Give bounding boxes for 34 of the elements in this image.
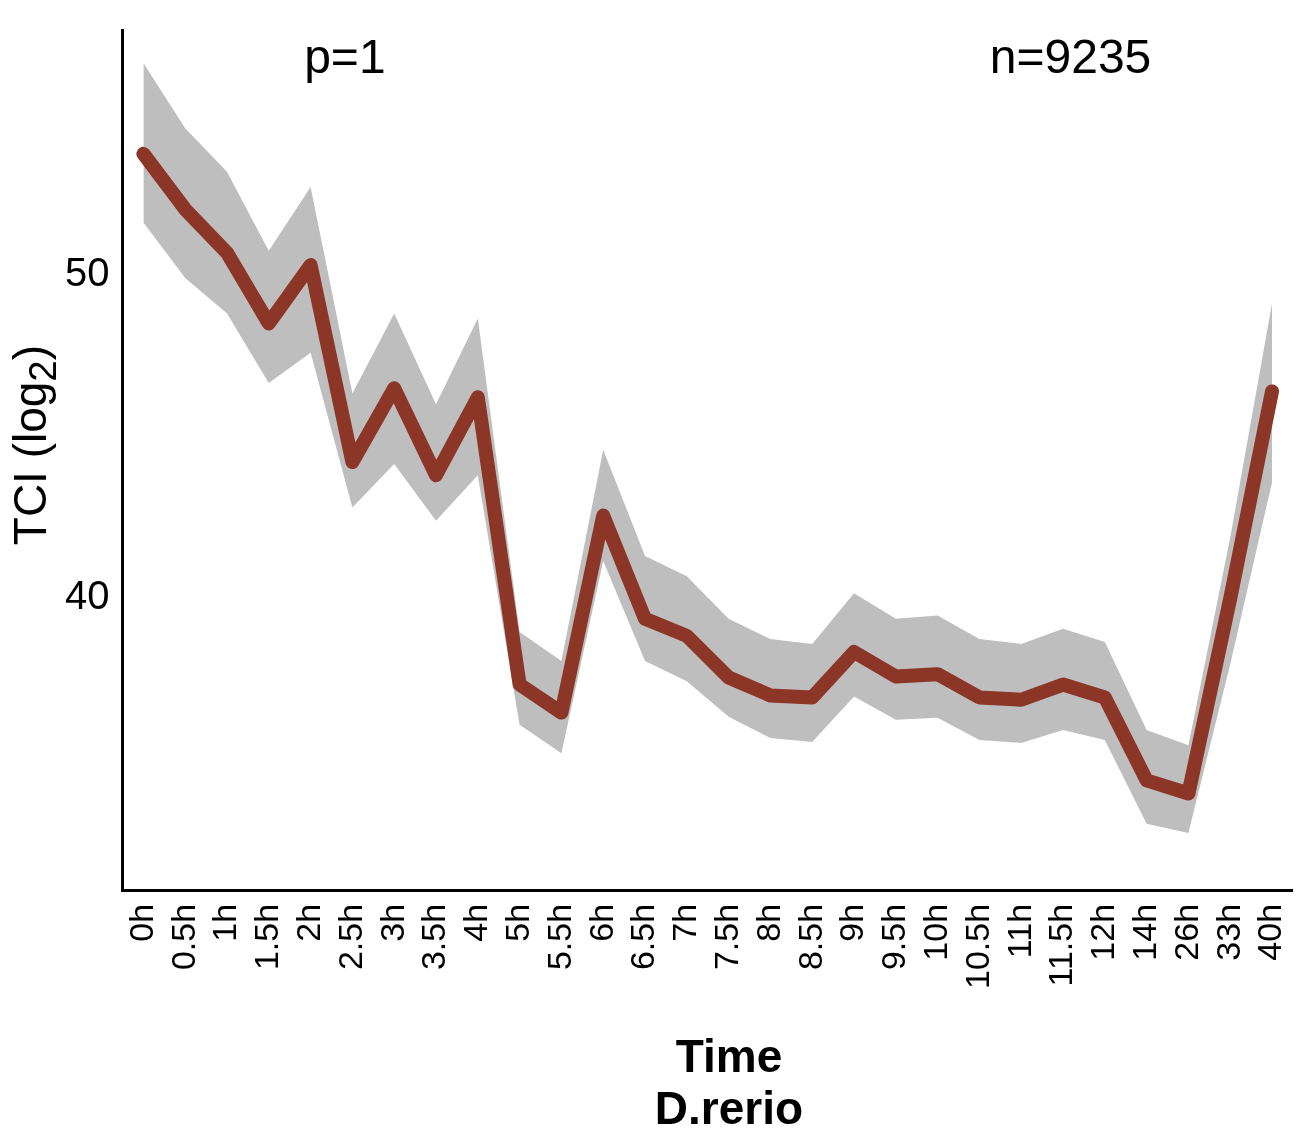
x-tick-label: 8.5h xyxy=(790,903,829,971)
x-tick-label: 1h xyxy=(205,903,244,942)
x-tick-label: 3h xyxy=(372,903,411,942)
x-tick-label: 0.5h xyxy=(163,903,202,971)
x-tick-label: 1.5h xyxy=(247,903,286,971)
y-tick-label: 50 xyxy=(64,250,110,295)
x-tick-label: 40h xyxy=(1250,903,1289,961)
x-tick-label: 7h xyxy=(665,903,704,942)
x-tick-label: 5h xyxy=(497,903,536,942)
x-tick-label: 10.5h xyxy=(957,903,996,990)
x-tick-label: 6h xyxy=(581,903,620,942)
y-tick-label: 40 xyxy=(64,572,110,617)
x-tick-label: 9.5h xyxy=(874,903,913,971)
x-tick-label: 9h xyxy=(832,903,871,942)
text: D.rerio xyxy=(653,1082,805,1134)
annotation: p=1 xyxy=(304,30,386,84)
x-axis-title: Time xyxy=(674,1030,784,1082)
x-tick-label: 4h xyxy=(456,903,495,942)
x-tick-label: 6.5h xyxy=(623,903,662,971)
x-tick-label: 11h xyxy=(999,903,1038,959)
x-tick-label: 11.5h xyxy=(1041,903,1080,987)
x-tick-label: 0h xyxy=(121,903,160,942)
x-tick-label: 14h xyxy=(1124,903,1163,961)
x-tick-label: 7.5h xyxy=(706,903,745,971)
x-tick-label: 3.5h xyxy=(414,903,453,971)
x-tick-label: 2.5h xyxy=(330,903,369,971)
annotation: n=9235 xyxy=(989,30,1152,84)
x-tick-label: 12h xyxy=(1083,903,1122,961)
x-tick-label: 2h xyxy=(288,903,327,942)
x-tick-label: 10h xyxy=(915,903,954,961)
x-tick-label: 33h xyxy=(1208,903,1247,961)
x-tick-label: 8h xyxy=(748,903,787,942)
x-tick-label: 26h xyxy=(1166,903,1205,961)
x-tick-label: 5.5h xyxy=(539,903,578,971)
